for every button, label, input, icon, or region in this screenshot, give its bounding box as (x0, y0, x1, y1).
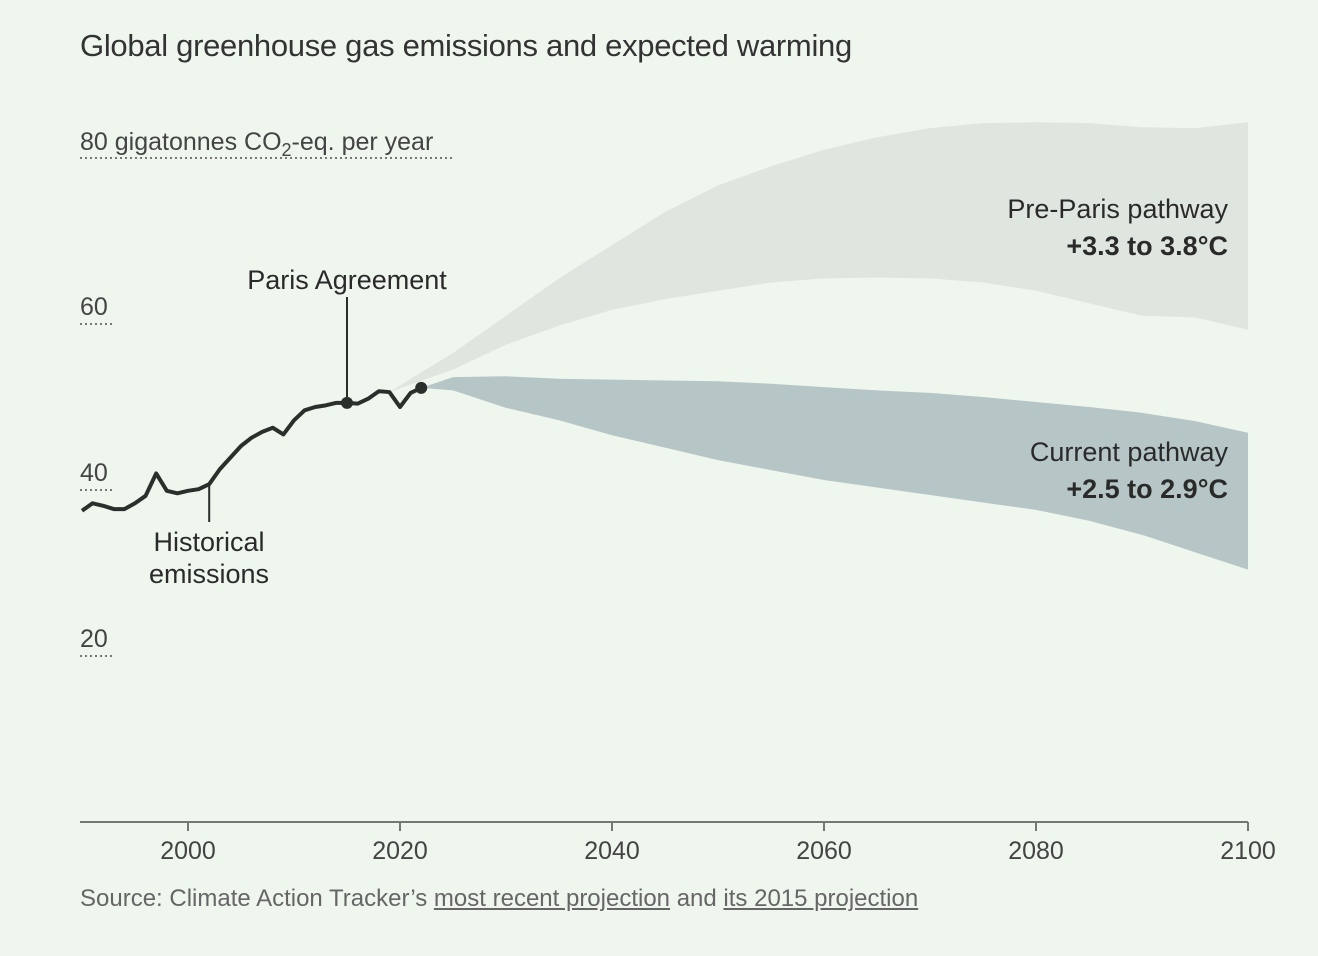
historical-label-line1: Historical (153, 527, 264, 557)
chart-title: Global greenhouse gas emissions and expe… (80, 28, 852, 63)
x-tick-label-2060: 2060 (796, 837, 852, 865)
source-middle: and (670, 885, 724, 912)
y-tick-label-20: 20 (80, 625, 108, 653)
x-tick-label-2100: 2100 (1220, 837, 1276, 865)
pre-paris-label: Pre-Paris pathway (1007, 194, 1228, 224)
y-tick-label-40: 40 (80, 459, 108, 487)
source-note: Source: Climate Action Tracker’s most re… (80, 885, 918, 913)
link-2015-projection[interactable]: its 2015 projection (723, 885, 919, 912)
pre-paris-pathway-band (389, 122, 1248, 393)
paris-agreement-point (341, 396, 353, 409)
source-prefix: Source: Climate Action Tracker’s (80, 885, 434, 912)
x-tick-label-2000: 2000 (160, 837, 216, 865)
y-axis-label: 80 gigatonnes CO2-eq. per year (80, 128, 433, 160)
current-warming: +2.5 to 2.9°C (1066, 474, 1228, 504)
paris-agreement-label: Paris Agreement (247, 265, 447, 295)
y-tick-label-60: 60 (80, 293, 108, 321)
x-tick-label-2020: 2020 (372, 837, 428, 865)
current-pathway-band (421, 376, 1248, 570)
latest-point (415, 381, 428, 394)
historical-emissions-line (80, 386, 423, 513)
x-tick-label-2040: 2040 (584, 837, 640, 865)
pre-paris-warming: +3.3 to 3.8°C (1066, 231, 1228, 261)
x-tick-label-2080: 2080 (1008, 837, 1064, 865)
current-label: Current pathway (1030, 437, 1229, 467)
link-most-recent-projection[interactable]: most recent projection (433, 885, 671, 912)
historical-label-line2: emissions (149, 559, 269, 589)
